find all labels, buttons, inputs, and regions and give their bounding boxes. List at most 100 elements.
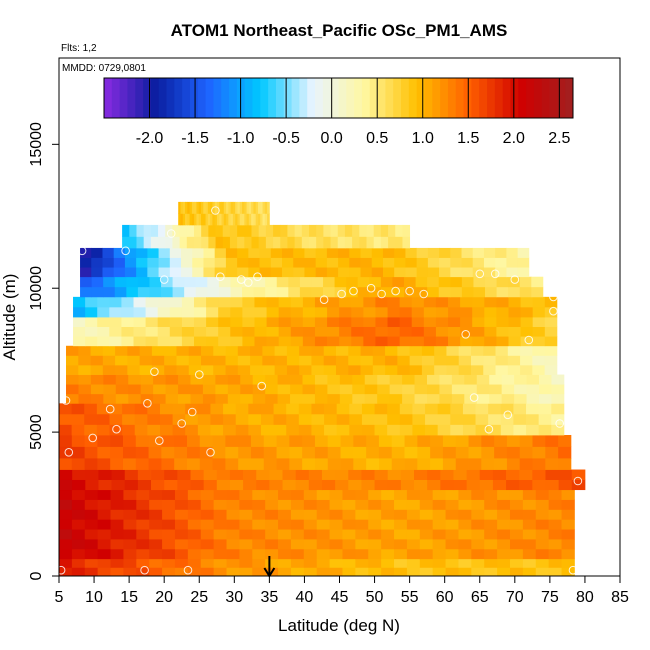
heatmap-cell — [497, 519, 511, 530]
heatmap-cell — [282, 257, 294, 268]
heatmap-cell — [250, 364, 263, 375]
heatmap-cell — [235, 201, 238, 214]
heatmap-cell — [388, 236, 396, 249]
heatmap-cell — [535, 567, 550, 577]
heatmap-cell — [539, 384, 552, 395]
heatmap-cell — [110, 548, 124, 560]
heatmap-cell — [172, 236, 181, 249]
heatmap-cell — [442, 458, 457, 470]
heatmap-cell — [277, 393, 291, 404]
heatmap-cell — [84, 529, 99, 540]
heatmap-cell — [223, 403, 237, 415]
heatmap-cell — [545, 446, 559, 459]
heatmap-cell — [123, 548, 137, 560]
heatmap-cell — [492, 469, 507, 480]
heatmap-cell — [203, 479, 218, 491]
colorbar-segment — [479, 78, 488, 118]
heatmap-cell — [349, 424, 363, 436]
heatmap-cell — [192, 247, 204, 258]
heatmap-cell — [497, 509, 511, 520]
heatmap-cell — [476, 374, 490, 385]
heatmap-cell — [352, 384, 366, 395]
heatmap-cell — [298, 413, 312, 425]
heatmap-cell — [215, 236, 224, 249]
heatmap-cell — [293, 247, 305, 258]
x-tick-label: 20 — [155, 589, 173, 606]
heatmap-cell — [71, 548, 86, 560]
heatmap-cell — [455, 446, 469, 459]
heatmap-cell — [399, 306, 413, 318]
heatmap-cell — [330, 224, 339, 237]
heatmap-cell — [165, 374, 179, 385]
heatmap-cell — [298, 424, 312, 436]
heatmap-cell — [78, 384, 92, 395]
heatmap-cell — [545, 479, 560, 491]
heatmap-cell — [73, 336, 86, 347]
heatmap-cell — [353, 434, 367, 447]
heatmap-cell — [157, 296, 171, 308]
heatmap-cell — [349, 257, 361, 268]
heatmap-cell — [399, 317, 413, 327]
heatmap-cell — [411, 336, 425, 347]
heatmap-cell — [66, 393, 79, 404]
heatmap-cell — [404, 446, 418, 459]
heatmap-cell — [252, 489, 266, 500]
heatmap-cell — [460, 296, 473, 308]
heatmap-cell — [256, 469, 270, 480]
heatmap-cell — [414, 393, 428, 404]
heatmap-cell — [290, 296, 304, 308]
heatmap-cell — [102, 257, 115, 268]
heatmap-cell — [97, 317, 110, 327]
heatmap-cell — [468, 458, 482, 470]
heatmap-cell — [476, 393, 490, 404]
heatmap-cell — [348, 479, 362, 491]
heatmap-cell — [497, 548, 511, 560]
heatmap-cell — [222, 236, 231, 249]
heatmap-cell — [97, 567, 111, 577]
heatmap-cell — [308, 469, 323, 480]
heatmap-cell — [497, 499, 511, 510]
heatmap-cell — [411, 317, 425, 327]
heatmap-cell — [355, 489, 369, 500]
colorbar-segment — [244, 78, 253, 118]
heatmap-cell — [235, 413, 249, 425]
colorbar-segment — [158, 78, 167, 118]
heatmap-cell — [136, 499, 150, 510]
colorbar-segment — [307, 78, 316, 118]
heatmap-cell — [174, 446, 188, 459]
heatmap-cell — [501, 374, 515, 385]
heatmap-cell — [226, 548, 240, 560]
heatmap-cell — [366, 236, 375, 249]
heatmap-cell — [202, 393, 216, 404]
heatmap-cell — [290, 384, 303, 395]
heatmap-cell — [71, 424, 85, 436]
heatmap-cell — [123, 519, 137, 530]
heatmap-cell — [123, 539, 137, 550]
heatmap-cell — [136, 257, 148, 268]
heatmap-cell — [250, 434, 265, 447]
heatmap-cell — [508, 296, 521, 308]
heatmap-cell — [509, 499, 524, 510]
heatmap-cell — [73, 306, 86, 318]
data-point — [155, 436, 164, 446]
heatmap-cell — [66, 374, 79, 385]
heatmap-cell — [364, 384, 378, 395]
heatmap-cell — [394, 529, 408, 540]
heatmap-cell — [228, 201, 232, 214]
colorbar-segment — [510, 78, 519, 118]
heatmap-cell — [323, 286, 335, 298]
heatmap-cell — [337, 236, 346, 249]
heatmap-cell — [162, 509, 176, 520]
colorbar-segment — [494, 78, 504, 118]
colorbar-segment — [283, 78, 292, 118]
heatmap-cell — [461, 267, 474, 278]
heatmap-cell — [230, 296, 243, 308]
heatmap-cell — [495, 267, 507, 278]
heatmap-cell — [153, 384, 166, 395]
heatmap-cell — [364, 393, 378, 404]
data-point — [244, 278, 253, 287]
heatmap-cell — [427, 247, 440, 258]
heatmap-cell — [513, 424, 527, 436]
heatmap-cell — [244, 224, 252, 237]
data-point — [195, 370, 204, 379]
